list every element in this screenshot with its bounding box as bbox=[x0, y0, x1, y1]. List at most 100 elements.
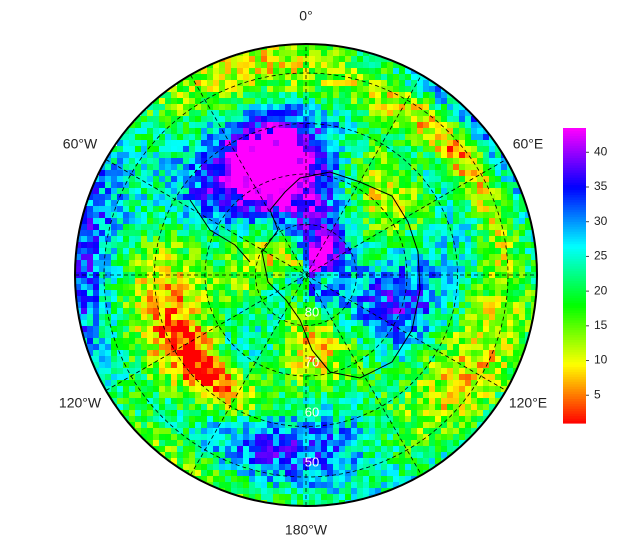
field-cell bbox=[165, 236, 172, 243]
field-cell bbox=[405, 80, 412, 87]
field-cell bbox=[405, 386, 412, 393]
field-cell bbox=[333, 278, 340, 285]
field-cell bbox=[357, 140, 364, 147]
field-cell bbox=[285, 464, 292, 471]
field-cell bbox=[105, 188, 112, 195]
field-cell bbox=[99, 350, 106, 357]
field-cell bbox=[369, 92, 376, 99]
field-cell bbox=[183, 428, 190, 435]
field-cell bbox=[357, 476, 364, 483]
field-cell bbox=[231, 368, 238, 375]
field-cell bbox=[369, 440, 376, 447]
field-cell bbox=[99, 362, 106, 369]
field-cell bbox=[405, 320, 412, 327]
field-cell bbox=[291, 164, 298, 171]
field-cell bbox=[165, 464, 172, 471]
field-cell bbox=[483, 242, 490, 249]
field-cell bbox=[171, 164, 178, 171]
field-cell bbox=[189, 308, 196, 315]
field-cell bbox=[237, 302, 244, 309]
field-cell bbox=[369, 278, 376, 285]
field-cell bbox=[99, 254, 106, 261]
field-cell bbox=[111, 230, 118, 237]
field-cell bbox=[261, 224, 268, 231]
field-cell bbox=[297, 140, 304, 147]
field-cell bbox=[195, 74, 202, 81]
field-cell bbox=[267, 356, 274, 363]
field-cell bbox=[387, 404, 394, 411]
field-cell bbox=[141, 122, 148, 129]
field-cell bbox=[471, 290, 478, 297]
field-cell bbox=[417, 404, 424, 411]
field-cell bbox=[363, 122, 370, 129]
field-cell bbox=[165, 206, 172, 213]
colorbar-swatch bbox=[563, 182, 586, 186]
field-cell bbox=[387, 446, 394, 453]
field-cell bbox=[231, 440, 238, 447]
field-cell bbox=[435, 452, 442, 459]
field-cell bbox=[213, 452, 220, 459]
field-cell bbox=[279, 350, 286, 357]
field-cell bbox=[309, 146, 316, 153]
field-cell bbox=[267, 80, 274, 87]
field-cell bbox=[339, 488, 346, 495]
field-cell bbox=[159, 116, 166, 123]
field-cell bbox=[345, 236, 352, 243]
field-cell bbox=[243, 290, 250, 297]
field-cell bbox=[399, 122, 406, 129]
colorbar-swatch bbox=[563, 373, 586, 377]
field-cell bbox=[297, 74, 304, 81]
field-cell bbox=[435, 218, 442, 225]
field-cell bbox=[417, 386, 424, 393]
field-cell bbox=[219, 128, 226, 135]
field-cell bbox=[363, 440, 370, 447]
field-cell bbox=[273, 404, 280, 411]
field-cell bbox=[225, 470, 232, 477]
field-cell bbox=[141, 392, 148, 399]
field-cell bbox=[201, 368, 208, 375]
field-cell bbox=[327, 428, 334, 435]
field-cell bbox=[375, 350, 382, 357]
field-cell bbox=[273, 320, 280, 327]
field-cell bbox=[249, 266, 256, 273]
field-cell bbox=[315, 404, 322, 411]
field-cell bbox=[483, 302, 490, 309]
field-cell bbox=[375, 116, 382, 123]
field-cell bbox=[231, 194, 238, 201]
field-cell bbox=[321, 92, 328, 99]
field-cell bbox=[297, 158, 304, 165]
field-cell bbox=[147, 296, 154, 303]
field-cell bbox=[267, 428, 274, 435]
field-cell bbox=[99, 290, 106, 297]
field-cell bbox=[213, 260, 220, 267]
field-cell bbox=[411, 470, 418, 477]
field-cell bbox=[99, 266, 106, 273]
field-cell bbox=[333, 152, 340, 159]
field-cell bbox=[303, 260, 310, 267]
field-cell bbox=[357, 494, 364, 501]
field-cell bbox=[459, 200, 466, 207]
field-cell bbox=[429, 110, 436, 117]
field-cell bbox=[117, 398, 124, 405]
field-cell bbox=[345, 344, 352, 351]
field-cell bbox=[429, 170, 436, 177]
field-cell bbox=[381, 98, 388, 105]
field-cell bbox=[141, 194, 148, 201]
field-cell bbox=[309, 308, 316, 315]
field-cell bbox=[381, 92, 388, 99]
field-cell bbox=[351, 320, 358, 327]
field-cell bbox=[465, 308, 472, 315]
field-cell bbox=[207, 176, 214, 183]
field-cell bbox=[417, 356, 424, 363]
field-cell bbox=[117, 314, 124, 321]
field-cell bbox=[165, 446, 172, 453]
field-cell bbox=[123, 236, 130, 243]
field-cell bbox=[231, 272, 238, 279]
field-cell bbox=[315, 254, 322, 261]
field-cell bbox=[285, 146, 292, 153]
field-cell bbox=[495, 368, 502, 375]
field-cell bbox=[441, 176, 448, 183]
field-cell bbox=[429, 338, 436, 345]
field-cell bbox=[369, 230, 376, 237]
field-cell bbox=[435, 254, 442, 261]
